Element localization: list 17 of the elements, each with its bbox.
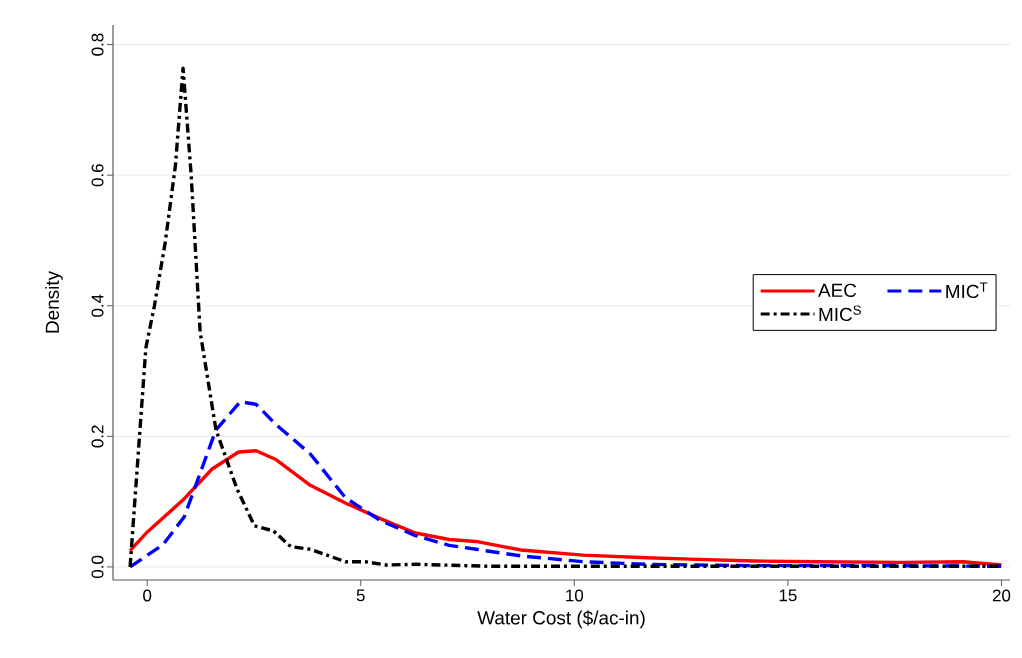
x-tick-label: 15	[779, 589, 797, 602]
y-axis-title: Density	[45, 270, 63, 333]
y-tick-label: 0.4	[91, 294, 104, 317]
y-tick-label: 0.8	[91, 33, 104, 56]
x-tick-label: 5	[356, 589, 365, 602]
x-tick-label: 0	[143, 589, 152, 602]
y-tick-label: 0.2	[91, 425, 104, 448]
line-series	[128, 449, 1004, 567]
y-tick-label: 0.6	[91, 164, 104, 187]
legend-label: MIC$^{S}$	[819, 305, 861, 322]
line-series	[128, 400, 1004, 569]
legend-label: MIC$^{T}$	[946, 282, 988, 299]
y-tick-label: 0.0	[91, 555, 104, 579]
legend-label: AEC	[818, 283, 857, 298]
x-axis-title: Water Cost ($/ac-in)	[477, 610, 645, 629]
x-tick-label: 20	[992, 589, 1011, 602]
x-tick-label: 10	[566, 589, 584, 602]
